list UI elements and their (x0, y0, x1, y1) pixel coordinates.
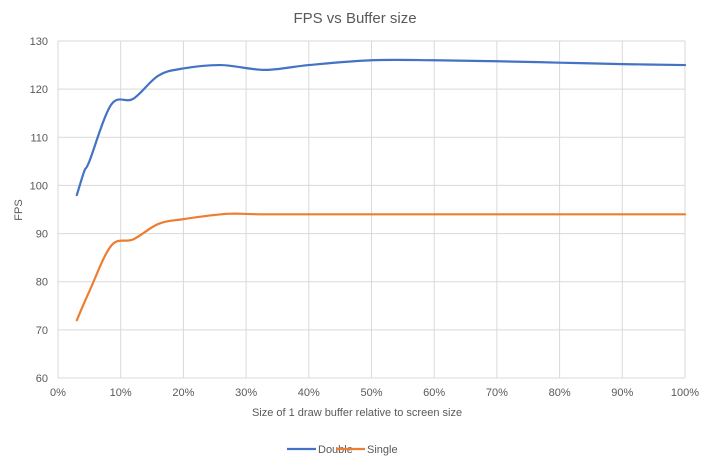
legend-label-single: Single (367, 444, 398, 456)
legend: Double Single (287, 444, 398, 456)
y-tick-label: 60 (36, 373, 48, 385)
y-axis-label: FPS (13, 199, 25, 220)
y-tick-label: 70 (36, 325, 48, 337)
x-tick-label: 20% (172, 387, 194, 399)
series-lines (75, 58, 687, 322)
x-tick-label: 60% (423, 387, 445, 399)
y-tick-label: 100 (30, 180, 48, 192)
y-tick-label: 80 (36, 277, 48, 289)
x-tick-label: 70% (486, 387, 508, 399)
x-axis-label: Size of 1 draw buffer relative to screen… (252, 407, 462, 419)
x-tick-label: 0% (50, 387, 66, 399)
chart-title: FPS vs Buffer size (293, 10, 416, 27)
y-tick-label: 130 (30, 36, 48, 48)
x-tick-label: 30% (235, 387, 257, 399)
y-tick-label: 110 (30, 132, 48, 144)
series-line-single (75, 212, 687, 322)
y-tick-label: 120 (30, 84, 48, 96)
x-tick-label: 40% (298, 387, 320, 399)
tick-labels: 0% 10% 20% 30% 40% 50% 60% 70% 80% 90% 100% 60 70 80 9… (30, 36, 700, 399)
y-tick-label: 90 (36, 229, 48, 241)
series-line-double (75, 58, 687, 197)
x-tick-label: 10% (110, 387, 132, 399)
x-tick-label: 80% (549, 387, 571, 399)
x-tick-label: 90% (611, 387, 633, 399)
gridlines (57, 40, 686, 379)
x-tick-label: 100% (671, 387, 699, 399)
x-tick-label: 50% (360, 387, 382, 399)
legend-label-double: Double (318, 444, 353, 456)
